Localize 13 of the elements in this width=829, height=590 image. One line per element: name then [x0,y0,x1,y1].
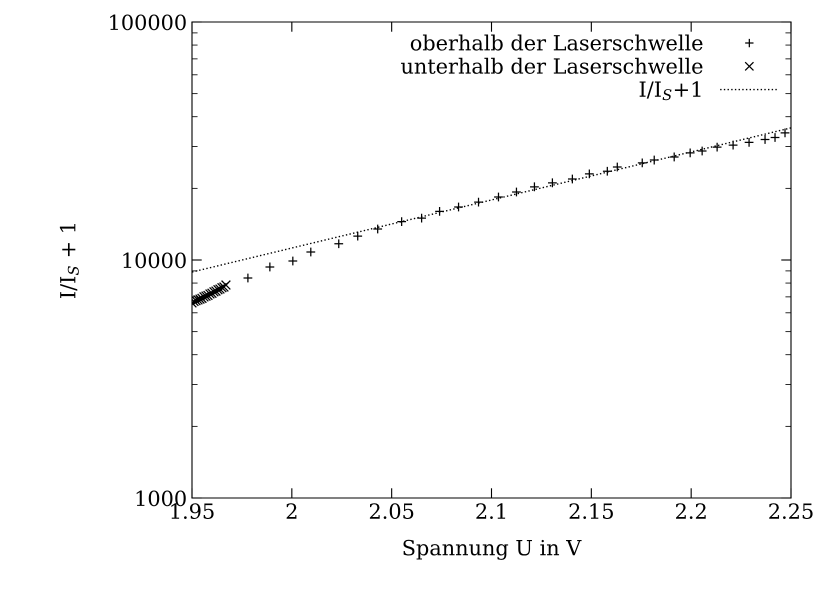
x-axis-title: Spannung U in V [403,540,582,560]
legend-label: unterhalb der Laserschwelle [401,58,702,74]
x-tick-label: 2.2 [676,503,706,519]
x-tick-label: 2.05 [370,503,414,519]
x-tick-label: 2.15 [570,503,613,519]
x-tick-label: 2.1 [476,503,506,519]
x-tick-label: 2 [286,503,296,519]
legend-label: I/I$_{S}$+1 [640,81,700,100]
y-tick-label: 10000 [123,252,186,268]
legend-label: oberhalb der Laserschwelle [410,34,702,51]
y-axis-title: I/I$_{S}$ + 1 [60,224,79,298]
x-tick-label: 2.25 [769,503,813,519]
y-tick-label: 100000 [110,14,186,30]
